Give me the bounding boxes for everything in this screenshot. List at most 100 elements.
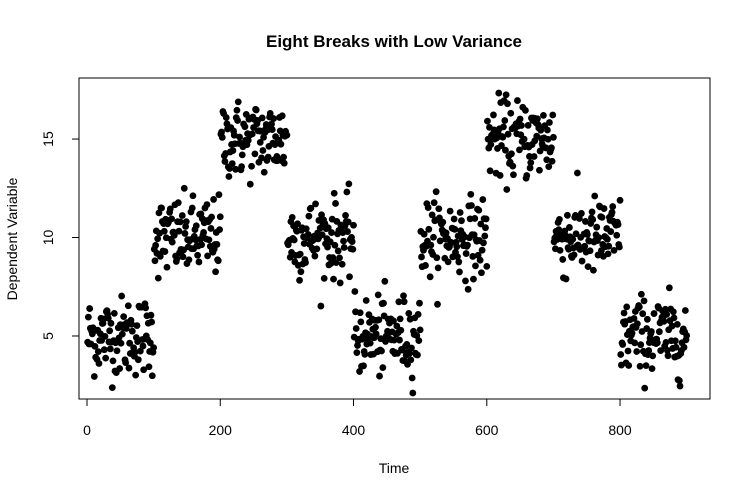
- data-point: [208, 213, 216, 221]
- data-point: [635, 303, 643, 311]
- data-point: [424, 204, 432, 211]
- data-point: [174, 199, 182, 207]
- data-point: [328, 229, 335, 236]
- data-point: [134, 356, 142, 364]
- data-point: [185, 256, 193, 264]
- data-point: [455, 258, 463, 266]
- data-point: [650, 310, 658, 317]
- data-point: [116, 365, 124, 372]
- data-point: [464, 285, 472, 293]
- data-point: [216, 226, 223, 234]
- data-point: [400, 298, 408, 306]
- data-point: [372, 330, 380, 338]
- data-point: [582, 218, 589, 225]
- data-point: [101, 333, 109, 340]
- data-point: [268, 120, 275, 128]
- data-point: [625, 362, 633, 369]
- data-point: [266, 110, 274, 117]
- data-point: [428, 211, 436, 219]
- data-point: [302, 259, 309, 266]
- data-point: [379, 364, 387, 371]
- data-point: [342, 212, 349, 219]
- data-point: [660, 318, 668, 325]
- data-point: [200, 229, 208, 236]
- data-point: [588, 208, 596, 216]
- data-point: [346, 273, 353, 281]
- data-point: [456, 268, 463, 276]
- data-point: [290, 236, 298, 244]
- data-point: [508, 150, 515, 158]
- data-point: [633, 320, 641, 328]
- data-point: [507, 109, 515, 117]
- data-point: [380, 299, 387, 307]
- data-point: [524, 121, 532, 129]
- data-point: [435, 205, 443, 213]
- data-point: [334, 247, 342, 255]
- data-point: [152, 241, 160, 249]
- data-point: [454, 253, 461, 261]
- data-point: [330, 189, 338, 197]
- data-point: [669, 308, 677, 316]
- data-point: [501, 117, 509, 124]
- data-point: [161, 248, 169, 255]
- data-point: [480, 239, 487, 247]
- data-point: [640, 297, 648, 305]
- data-point: [609, 203, 617, 210]
- data-point: [283, 131, 291, 139]
- data-point: [396, 315, 404, 323]
- data-point: [356, 309, 364, 317]
- data-point: [296, 276, 303, 284]
- data-point: [628, 329, 636, 337]
- data-point: [313, 245, 321, 253]
- data-point: [280, 159, 288, 167]
- data-point: [415, 337, 423, 345]
- x-tick-label: 200: [209, 422, 233, 438]
- data-point: [132, 371, 140, 379]
- data-point: [434, 300, 441, 308]
- data-point: [381, 277, 389, 285]
- data-point: [589, 216, 597, 223]
- data-point: [296, 250, 304, 258]
- data-point: [670, 314, 678, 322]
- data-point: [173, 255, 181, 263]
- data-point: [106, 345, 114, 353]
- data-point: [486, 167, 494, 175]
- data-point: [118, 292, 126, 300]
- data-point: [102, 354, 110, 362]
- data-point: [374, 291, 382, 299]
- data-point: [556, 246, 564, 254]
- y-tick-label: 5: [40, 332, 56, 340]
- data-point: [479, 196, 487, 203]
- y-axis: 5 10 15: [40, 131, 80, 340]
- data-point: [581, 242, 589, 250]
- data-point: [569, 235, 577, 243]
- data-point: [136, 347, 144, 355]
- data-point: [84, 313, 92, 321]
- data-point: [150, 344, 158, 352]
- data-point: [578, 210, 585, 217]
- data-point: [396, 336, 403, 344]
- data-point: [118, 330, 126, 338]
- data-point: [472, 262, 479, 270]
- data-point: [86, 305, 94, 312]
- data-point: [332, 200, 339, 207]
- x-axis-label: Time: [379, 460, 410, 476]
- data-point: [160, 227, 168, 235]
- data-point: [248, 130, 256, 138]
- data-point: [366, 339, 374, 347]
- data-point: [469, 253, 477, 260]
- data-point: [619, 341, 627, 348]
- data-point: [117, 339, 125, 347]
- data-points: [84, 89, 691, 397]
- data-point: [617, 351, 625, 358]
- data-point: [450, 215, 458, 223]
- data-point: [439, 218, 447, 226]
- data-point: [336, 279, 344, 287]
- data-point: [477, 220, 485, 228]
- data-point: [570, 251, 578, 259]
- data-point: [356, 368, 363, 375]
- data-point: [615, 243, 623, 251]
- data-point: [434, 264, 442, 272]
- data-point: [338, 260, 346, 268]
